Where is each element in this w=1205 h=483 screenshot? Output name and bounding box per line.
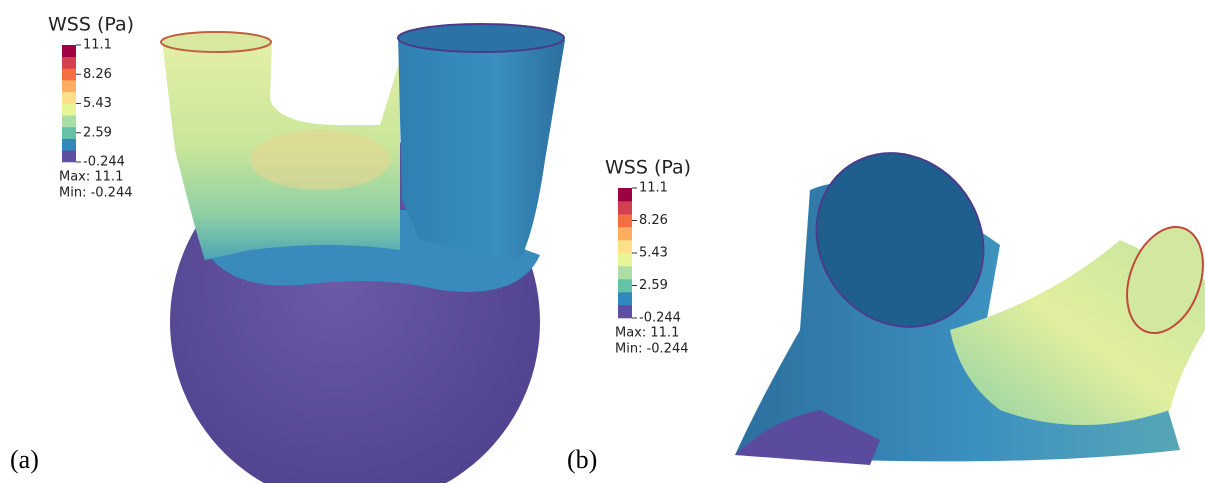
colorbar-band bbox=[62, 103, 76, 116]
colorbar-label: 11.1 bbox=[83, 38, 112, 53]
legend-min: Min: -0.244 bbox=[615, 342, 689, 357]
colorbar-band bbox=[62, 150, 76, 163]
colorbar-label: 5.43 bbox=[83, 96, 112, 111]
render-a bbox=[160, 23, 565, 483]
legend-min: Min: -0.244 bbox=[59, 186, 133, 201]
legend-title: WSS (Pa) bbox=[605, 157, 691, 179]
colorbar-band bbox=[618, 201, 632, 215]
legend-title: WSS (Pa) bbox=[48, 14, 134, 36]
colorbar-band bbox=[618, 266, 632, 280]
colorbar-band bbox=[618, 292, 632, 306]
render-b bbox=[735, 152, 1205, 465]
colorbar-band bbox=[618, 188, 632, 202]
colorbar-band bbox=[62, 68, 76, 81]
colorbar-band bbox=[62, 91, 76, 104]
colorbar-band bbox=[62, 115, 76, 128]
colorbar-label: -0.244 bbox=[83, 155, 125, 170]
colorbar-label: 5.43 bbox=[639, 246, 668, 261]
colorbar-label: 11.1 bbox=[639, 181, 668, 196]
panel-label: (b) bbox=[567, 445, 597, 474]
legend-max: Max: 11.1 bbox=[59, 170, 123, 185]
colorbar-band bbox=[618, 305, 632, 319]
colorbar-band bbox=[62, 80, 76, 93]
colorbar-label: 8.26 bbox=[83, 67, 112, 82]
colorbar-band bbox=[618, 227, 632, 241]
colorbar-band bbox=[62, 138, 76, 151]
colorbar-band bbox=[618, 240, 632, 254]
colorbar-band bbox=[618, 279, 632, 293]
colorbar-label: -0.244 bbox=[639, 311, 681, 326]
legend-max: Max: 11.1 bbox=[615, 326, 679, 341]
colorbar-label: 2.59 bbox=[639, 278, 668, 293]
colorbar-band bbox=[62, 56, 76, 69]
colorbar-band bbox=[618, 253, 632, 267]
colorbar-label: 8.26 bbox=[639, 213, 668, 228]
colorbar-band bbox=[618, 214, 632, 228]
colorbar-label: 2.59 bbox=[83, 125, 112, 140]
colorbar-band bbox=[62, 126, 76, 139]
panel-label: (a) bbox=[10, 445, 39, 474]
colorbar-band bbox=[62, 45, 76, 57]
